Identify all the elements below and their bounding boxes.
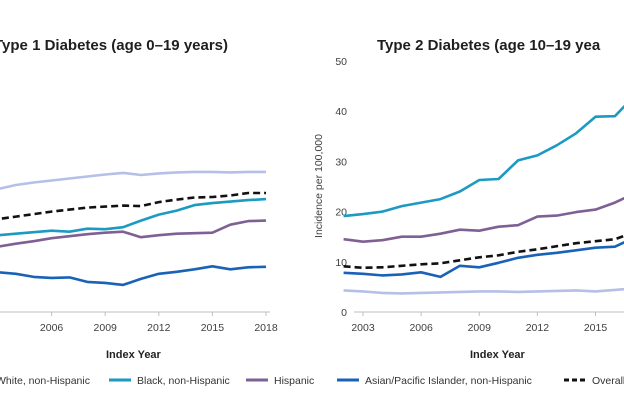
legend-item-hispanic: Hispanic — [246, 375, 314, 387]
type1-x-tick-label: 2018 — [254, 322, 278, 334]
type2-panel: Type 2 Diabetes (age 10–19 yea 0 10 20 30 40… — [313, 37, 624, 361]
legend-item-overall: Overall — [564, 375, 624, 387]
type1-x-tick-label: 2015 — [201, 322, 225, 334]
type1-series-black-non-hispanic — [0, 197, 267, 237]
type1-title: Type 1 Diabetes (age 0–19 years) — [0, 37, 228, 54]
type2-series-asian-pacific-islander-non-hispanic — [343, 241, 624, 279]
type2-x-axis-label: Index Year — [470, 349, 526, 361]
legend-label: Black, non-Hispanic — [137, 375, 230, 387]
type2-x-tick-label: 2003 — [351, 322, 375, 334]
type1-x-axis-label: Index Year — [106, 349, 162, 361]
legend-item-white-non-hispanic: White, non-Hispanic — [0, 375, 90, 387]
type2-y-tick-label: 0 — [341, 307, 347, 319]
type1-series-asian-pacific-islander-non-hispanic — [0, 264, 267, 287]
type2-series-black-non-hispanic — [343, 104, 624, 218]
type2-x-tick-label: 2015 — [584, 322, 608, 334]
type1-series-hispanic — [0, 219, 267, 248]
type2-title: Type 2 Diabetes (age 10–19 yea — [377, 37, 601, 54]
type2-y-tick-label: 20 — [335, 207, 347, 219]
type2-y-tick-label: 10 — [335, 257, 347, 269]
type1-series-overall — [0, 191, 266, 221]
legend-label: Hispanic — [274, 375, 314, 387]
legend-label: Overall — [592, 375, 624, 387]
type2-series-hispanic — [343, 196, 624, 243]
type1-x-tick-label: 2009 — [94, 322, 118, 334]
type1-panel: Type 1 Diabetes (age 0–19 years) 2006 200… — [0, 37, 278, 361]
type2-x-tick-label: 2009 — [468, 322, 492, 334]
type1-x-tick-label: 2006 — [40, 322, 64, 334]
type2-y-tick-label: 50 — [335, 56, 347, 68]
type1-x-tick-label: 2012 — [147, 322, 171, 334]
type2-x-tick-label: 2006 — [409, 322, 433, 334]
type2-y-tick-label: 30 — [335, 156, 347, 168]
legend-item-black-non-hispanic: Black, non-Hispanic — [109, 375, 230, 387]
legend-label: Asian/Pacific Islander, non-Hispanic — [365, 375, 532, 387]
type1-series-white-non-hispanic — [0, 170, 266, 190]
legend-item-asian-pacific-islander-non-hispanic: Asian/Pacific Islander, non-Hispanic — [337, 375, 532, 387]
type2-series-white-non-hispanic — [343, 287, 624, 295]
type2-series-overall — [343, 234, 624, 270]
type2-x-tick-label: 2012 — [526, 322, 550, 334]
legend-label: White, non-Hispanic — [0, 375, 90, 387]
type2-y-tick-label: 40 — [335, 106, 347, 118]
type2-y-axis-label: Incidence per 100,000 — [313, 134, 325, 238]
legend: White, non-Hispanic Black, non-Hispanic Hi… — [0, 375, 624, 387]
